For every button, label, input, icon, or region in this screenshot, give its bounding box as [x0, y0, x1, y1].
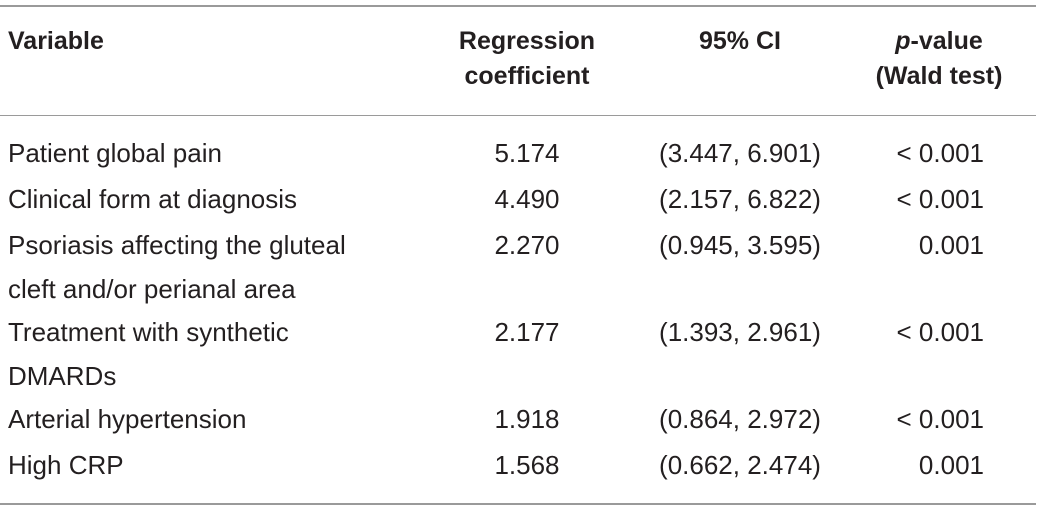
cell-variable: Treatment with synthetic DMARDs [8, 310, 428, 398]
table-top-rule [0, 5, 1036, 7]
cell-coefficient: 1.918 [494, 404, 560, 434]
cell-coefficient: 5.174 [494, 138, 560, 168]
cell-ci: (0.945, 3.595) [659, 230, 821, 260]
header-ci-label: 95% CI [699, 27, 781, 55]
cell-variable-line1: Patient global pain [8, 138, 222, 168]
header-95-ci: 95% CI [650, 24, 830, 59]
header-p-value: p-value (Wald test) [850, 24, 1028, 94]
header-p-rest: -value [910, 27, 983, 55]
cell-variable: Psoriasis affecting the gluteal cleft an… [8, 223, 428, 311]
header-coef-line1: Regression [458, 27, 596, 55]
cell-ci: (1.393, 2.961) [659, 317, 821, 347]
cell-variable: Clinical form at diagnosis [8, 177, 428, 221]
cell-variable: High CRP [8, 443, 428, 487]
cell-variable-line1: Clinical form at diagnosis [8, 184, 298, 214]
cell-variable-line2: DMARDs [8, 361, 117, 391]
cell-p-value: 0.001 [918, 450, 984, 480]
cell-ci: (3.447, 6.901) [659, 138, 821, 168]
cell-variable-line2: cleft and/or perianal area [8, 274, 296, 304]
cell-p-value: < 0.001 [896, 138, 984, 168]
cell-p-value: < 0.001 [896, 404, 984, 434]
cell-coefficient: 2.270 [494, 230, 560, 260]
header-p-line2: (Wald test) [875, 62, 1003, 90]
cell-variable: Patient global pain [8, 131, 428, 175]
cell-p-value: 0.001 [918, 230, 984, 260]
cell-variable-line1: Arterial hypertension [8, 404, 247, 434]
cell-variable-line1: Treatment with synthetic [8, 317, 289, 347]
header-p-italic: p [895, 27, 911, 55]
cell-ci: (0.662, 2.474) [659, 450, 821, 480]
cell-p-value: < 0.001 [896, 317, 984, 347]
header-regression-coefficient: Regression coefficient [432, 24, 622, 94]
cell-p-value: < 0.001 [896, 184, 984, 214]
cell-coefficient: 2.177 [494, 317, 560, 347]
table-header-rule [0, 115, 1036, 116]
table-bottom-rule [0, 503, 1036, 505]
cell-coefficient: 4.490 [494, 184, 560, 214]
cell-variable-line1: High CRP [8, 450, 124, 480]
cell-variable: Arterial hypertension [8, 397, 428, 441]
header-variable-label: Variable [8, 27, 104, 55]
cell-ci: (2.157, 6.822) [659, 184, 821, 214]
cell-ci: (0.864, 2.972) [659, 404, 821, 434]
header-p-line1: p-value [850, 24, 1028, 59]
header-variable: Variable [8, 24, 104, 59]
header-coef-line2: coefficient [464, 62, 590, 90]
cell-variable-line1: Psoriasis affecting the gluteal [8, 230, 346, 260]
cell-coefficient: 1.568 [494, 450, 560, 480]
